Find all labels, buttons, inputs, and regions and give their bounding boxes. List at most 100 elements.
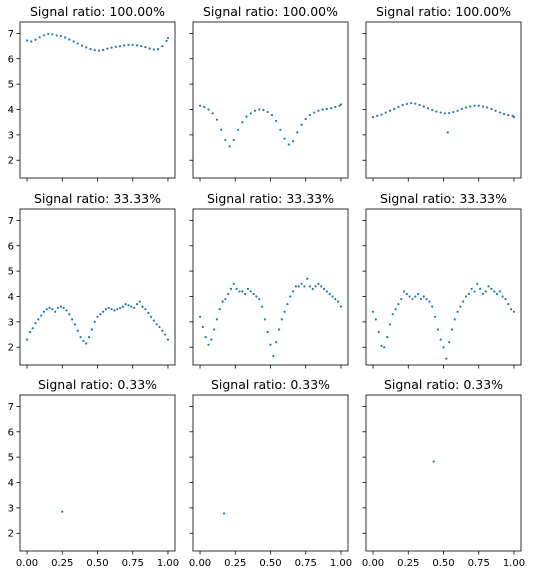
data-point — [304, 118, 307, 121]
data-point — [42, 310, 46, 313]
data-point — [260, 305, 264, 308]
data-point — [481, 105, 485, 108]
data-point — [339, 305, 343, 308]
panel-2: Signal ratio: 100.00% — [189, 4, 349, 182]
data-point — [498, 111, 501, 114]
data-point — [422, 295, 425, 298]
data-point — [439, 338, 442, 341]
data-point — [224, 138, 227, 142]
panel-4: Signal ratio: 33.33% 2 3 4 5 6 7 — [8, 191, 176, 369]
data-point — [228, 145, 231, 148]
data-point — [311, 287, 314, 290]
data-point — [486, 106, 489, 109]
x-tick-label: 0.50 — [86, 558, 108, 569]
x-tick-label: 0.00 — [189, 558, 211, 569]
data-point — [238, 290, 241, 293]
data-point — [402, 290, 406, 293]
data-point — [79, 336, 82, 339]
data-point — [325, 290, 328, 293]
data-point — [269, 343, 272, 346]
data-point — [227, 292, 230, 296]
data-point — [161, 45, 164, 48]
data-point — [96, 315, 99, 318]
data-point — [47, 32, 50, 36]
y-tick-label: 7 — [8, 402, 14, 413]
y-tick-label: 7 — [8, 216, 14, 227]
data-point — [155, 323, 158, 326]
data-point — [97, 49, 101, 52]
y-tick-label: 6 — [8, 241, 14, 252]
panel-8: Signal ratio: 0.33% 0.00 0.25 0.50 0.75 1.00 — [189, 377, 352, 569]
data-point — [300, 282, 303, 285]
data-point — [432, 460, 435, 463]
data-point — [42, 34, 46, 37]
panel-title: Signal ratio: 100.00% — [203, 4, 338, 19]
data-point — [118, 306, 122, 310]
data-point — [71, 318, 74, 321]
data-point — [45, 308, 48, 311]
data-point — [255, 295, 258, 298]
data-point — [232, 138, 235, 142]
x-tick-label: 0.25 — [397, 558, 419, 569]
panel-title: Signal ratio: 33.33% — [380, 191, 507, 206]
x-tick-label: 0.25 — [51, 558, 73, 569]
data-point — [253, 109, 257, 112]
axes-frame — [192, 394, 349, 552]
data-point — [431, 108, 434, 112]
data-point — [391, 313, 394, 316]
data-point — [467, 292, 470, 296]
data-point — [210, 338, 213, 341]
y-tick-label: 2 — [8, 343, 14, 354]
axes-frame — [192, 208, 349, 366]
data-point — [61, 510, 64, 513]
data-point — [393, 107, 396, 111]
data-point — [384, 111, 387, 114]
data-point — [213, 328, 216, 331]
data-point — [141, 305, 144, 308]
data-point — [76, 329, 79, 332]
data-point — [87, 336, 91, 339]
data-point — [484, 290, 487, 293]
data-point — [266, 110, 269, 114]
data-point — [322, 287, 326, 290]
y-tick-label: 4 — [8, 105, 14, 116]
y-tick-label: 5 — [8, 80, 14, 91]
data-point — [118, 45, 122, 48]
data-point — [246, 287, 250, 290]
data-point — [90, 328, 93, 331]
y-tick-label: 7 — [8, 29, 14, 40]
data-point — [215, 318, 219, 321]
data-point — [106, 47, 109, 50]
data-point — [25, 338, 29, 341]
data-point — [93, 320, 96, 323]
data-point — [289, 295, 292, 298]
x-tick-label: 0.50 — [432, 558, 454, 569]
data-point — [443, 112, 447, 115]
data-point — [469, 105, 472, 108]
x-tick-label: 0.00 — [362, 558, 384, 569]
data-point — [371, 116, 375, 119]
data-point — [72, 40, 75, 43]
data-point — [331, 295, 334, 298]
data-point — [166, 338, 170, 341]
data-point — [236, 128, 240, 131]
data-point — [380, 113, 383, 116]
data-point — [166, 36, 170, 40]
panel-title: Signal ratio: 0.33% — [38, 377, 157, 392]
data-point — [386, 336, 389, 339]
data-point — [493, 290, 496, 293]
data-point — [34, 322, 37, 325]
data-point — [144, 308, 147, 311]
data-point — [124, 303, 127, 306]
data-point — [258, 108, 261, 111]
data-point — [464, 106, 468, 109]
data-point — [450, 328, 454, 331]
y-tick-label: 3 — [8, 503, 14, 514]
data-point — [464, 295, 468, 298]
data-point — [411, 297, 414, 301]
x-tick-label: 0.75 — [295, 558, 317, 569]
data-point — [89, 48, 92, 51]
data-point — [110, 46, 113, 49]
data-point — [512, 310, 516, 313]
x-tick-label: 0.00 — [16, 558, 38, 569]
